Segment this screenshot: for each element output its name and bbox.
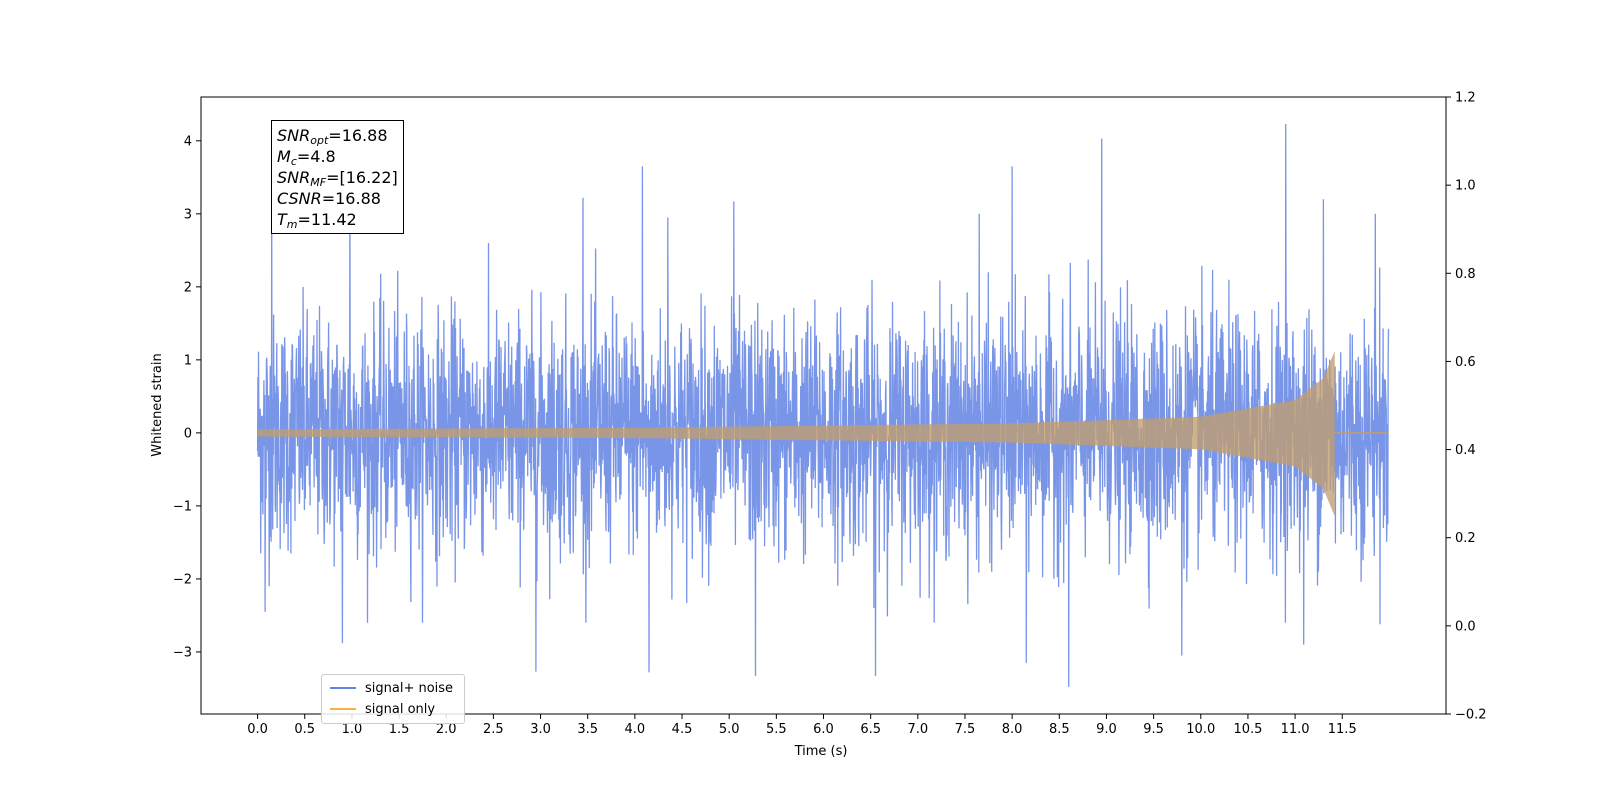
annotation-tm: Tm=11.42	[277, 210, 357, 231]
legend: signal+ noise signal only	[321, 674, 465, 724]
legend-swatch-signal-only	[330, 708, 356, 710]
y-tick-label: 0	[184, 426, 192, 441]
x-tick-label: 6.5	[860, 722, 881, 737]
y-tick-label: −2	[173, 572, 192, 587]
legend-entry-signal-plus-noise: signal+ noise	[330, 679, 453, 697]
y2-tick-label: −0.2	[1455, 708, 1487, 723]
y-tick-label: 4	[184, 134, 192, 149]
x-tick-label: 10.0	[1186, 722, 1215, 737]
legend-label-signal-plus-noise: signal+ noise	[365, 680, 454, 696]
y2-tick-label: 0.8	[1455, 267, 1476, 282]
x-tick-label: 1.5	[389, 722, 410, 737]
x-tick-label: 5.0	[719, 722, 740, 737]
annotation-mc: Mc=4.8	[277, 147, 336, 168]
x-tick-label: 0.0	[247, 722, 268, 737]
y2-tick-label: 1.2	[1455, 91, 1476, 106]
annotation-csnr: CSNR=16.88	[277, 189, 381, 208]
x-tick-label: 9.0	[1096, 722, 1117, 737]
x-tick-label: 0.5	[294, 722, 315, 737]
x-tick-label: 1.0	[342, 722, 363, 737]
y-axis-left: −3 −2 −1 0 1 2 3 4	[173, 134, 201, 660]
x-tick-label: 4.0	[625, 722, 646, 737]
x-tick-label: 2.0	[436, 722, 457, 737]
legend-label-signal-only: signal only	[365, 701, 436, 717]
annotation-snr-mf: SNRMF=[16.22]	[277, 168, 398, 189]
x-tick-label: 4.5	[672, 722, 693, 737]
x-tick-label: 3.0	[530, 722, 551, 737]
x-tick-label: 6.0	[813, 722, 834, 737]
series-signal-only-line	[257, 351, 1335, 517]
y-axis-label: Whitened strain	[150, 353, 165, 456]
y-tick-label: −1	[173, 499, 192, 514]
legend-swatch-signal-plus-noise	[330, 687, 356, 689]
y-axis-right: −0.2 0.0 0.2 0.4 0.6 0.8 1.0 1.2	[1446, 91, 1487, 723]
x-tick-label: 9.5	[1143, 722, 1164, 737]
legend-entry-signal-only: signal only	[330, 700, 435, 718]
y2-tick-label: 0.4	[1455, 443, 1476, 458]
x-tick-label: 11.5	[1328, 722, 1357, 737]
x-tick-label: 2.5	[483, 722, 504, 737]
y-tick-label: −3	[173, 645, 192, 660]
y2-tick-label: 0.2	[1455, 531, 1476, 546]
x-tick-label: 11.0	[1281, 722, 1310, 737]
series-signal-plus-noise-line	[256, 123, 1390, 688]
y2-tick-label: 0.0	[1455, 619, 1476, 634]
annotation-box: SNRopt=16.88 Mc=4.8 SNRMF=[16.22] CSNR=1…	[271, 120, 404, 234]
y2-tick-label: 1.0	[1455, 179, 1476, 194]
y2-tick-label: 0.6	[1455, 355, 1476, 370]
y-tick-label: 3	[184, 207, 192, 222]
y-tick-label: 2	[184, 280, 192, 295]
x-axis-label: Time (s)	[794, 744, 848, 759]
x-tick-label: 7.5	[955, 722, 976, 737]
x-tick-label: 8.0	[1002, 722, 1023, 737]
x-tick-label: 10.5	[1233, 722, 1262, 737]
x-tick-label: 8.5	[1049, 722, 1070, 737]
plot-area	[256, 123, 1390, 688]
annotation-snr-opt: SNRopt=16.88	[277, 126, 388, 147]
x-tick-label: 7.0	[907, 722, 928, 737]
y-tick-label: 1	[184, 353, 192, 368]
x-tick-label: 5.5	[766, 722, 787, 737]
x-axis: 0.0 0.5 1.0 1.5 2.0 2.5 3.0 3.5 4.0 4.5 5.0 5.5 6.0 6…	[247, 714, 1357, 737]
x-tick-label: 3.5	[577, 722, 598, 737]
